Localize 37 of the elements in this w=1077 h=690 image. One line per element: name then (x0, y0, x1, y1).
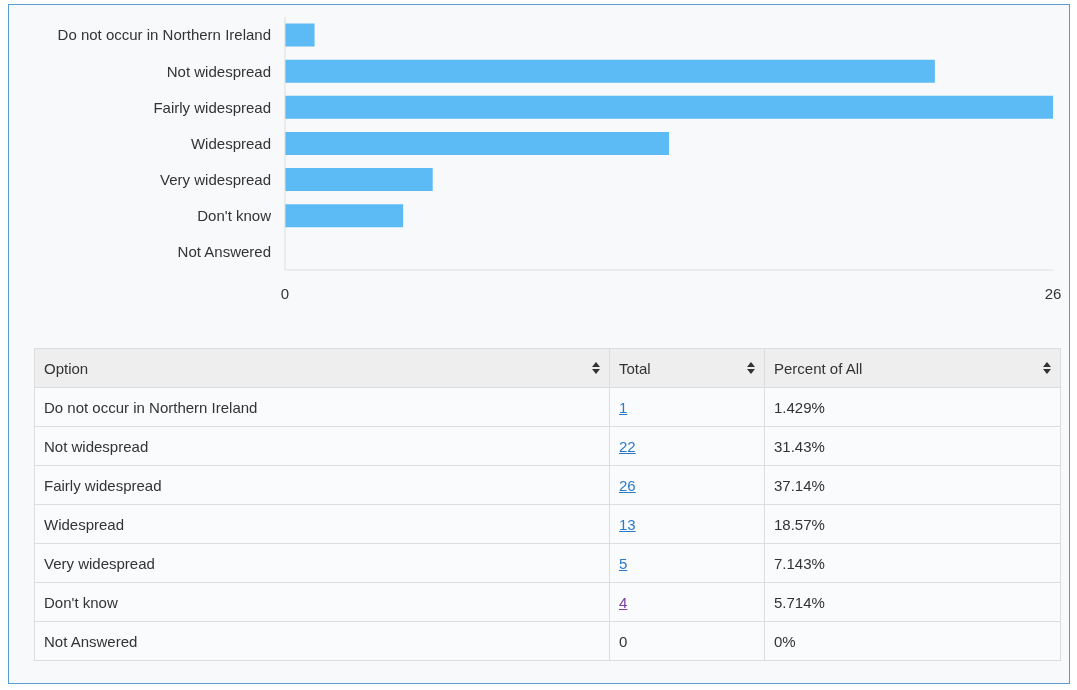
bar (285, 168, 433, 192)
text: Do not occur in Northern Ireland (34, 387, 610, 427)
y-tick-label: Do not occur in Northern Ireland (57, 26, 271, 44)
text: 5.714% (764, 582, 1061, 622)
text: Not Answered (34, 621, 610, 661)
text: 1 (619, 398, 628, 416)
text: 1.429% (764, 387, 1061, 427)
text: Option (44, 359, 89, 377)
text: Percent of All (774, 359, 863, 377)
y-tick-label: Don't know (197, 207, 272, 225)
y-tick-label: Widespread (190, 134, 271, 152)
y-tick-label: Not widespread (166, 62, 271, 80)
text: Fairly widespread (34, 465, 610, 505)
text: 37.14% (764, 465, 1061, 505)
text: Very widespread (34, 543, 610, 583)
text: 0 (609, 621, 765, 661)
y-tick-label: Fairly widespread (153, 98, 271, 116)
text: 22 (619, 437, 636, 455)
text: 0% (764, 621, 1061, 661)
bar (285, 23, 315, 47)
text: Total (619, 359, 651, 377)
bar (285, 131, 669, 155)
text: 26 (619, 476, 636, 494)
text: 31.43% (764, 426, 1061, 466)
text: 13 (619, 515, 636, 533)
y-tick-label: Very widespread (160, 170, 271, 188)
text: 7.143% (764, 543, 1061, 583)
text: Not widespread (34, 426, 610, 466)
bar (285, 59, 935, 83)
text: 4 (619, 593, 628, 611)
bar (285, 204, 404, 228)
text: 18.57% (764, 504, 1061, 544)
text: 5 (619, 554, 628, 572)
text: Widespread (34, 504, 610, 544)
text: Don't know (34, 582, 610, 622)
bar (285, 95, 1053, 119)
y-tick-label: Not Answered (177, 243, 271, 261)
